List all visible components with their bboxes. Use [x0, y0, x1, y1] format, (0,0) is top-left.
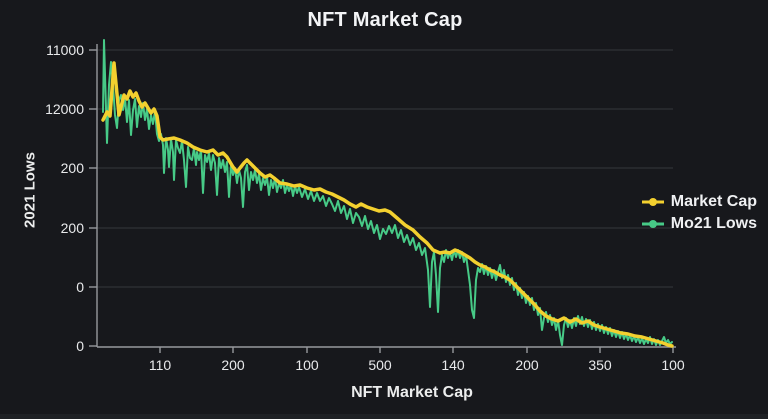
chart-title: NFT Market Cap [307, 9, 463, 31]
line-dot-marker-icon [641, 197, 664, 206]
y-tick-label: 200 [61, 160, 85, 176]
x-tick-label: 200 [515, 357, 539, 373]
x-tick-label: 350 [588, 357, 612, 373]
x-tick-label: 200 [221, 357, 245, 373]
y-tick-label: 200 [61, 220, 85, 236]
x-tick-label: 110 [149, 357, 172, 373]
legend-item-label: Market Cap [670, 192, 757, 210]
x-tick-label: 500 [368, 357, 392, 373]
series-line-mo21-lows [102, 39, 673, 346]
x-tick-label: 100 [295, 357, 319, 373]
y-tick-label: 11000 [46, 42, 84, 58]
bottom-edge-strip [0, 414, 768, 419]
x-axis-title: NFT Market Cap [351, 384, 473, 401]
x-tick-label: 100 [661, 357, 685, 373]
x-tick-label: 140 [441, 357, 465, 373]
legend-item-market-cap[interactable]: Market Cap [641, 192, 757, 211]
legend-item-mo21-lows[interactable]: Mo21 Lows [641, 214, 757, 233]
legend-item-label: Mo21 Lows [670, 214, 757, 232]
legend: Market Cap Mo21 Lows [641, 192, 757, 233]
series-line-market-cap [101, 61, 674, 348]
y-tick-label: 0 [76, 279, 84, 295]
y-tick-label: 0 [76, 338, 84, 354]
line-dot-marker-icon [641, 219, 664, 228]
y-tick-label: 12000 [45, 101, 84, 117]
